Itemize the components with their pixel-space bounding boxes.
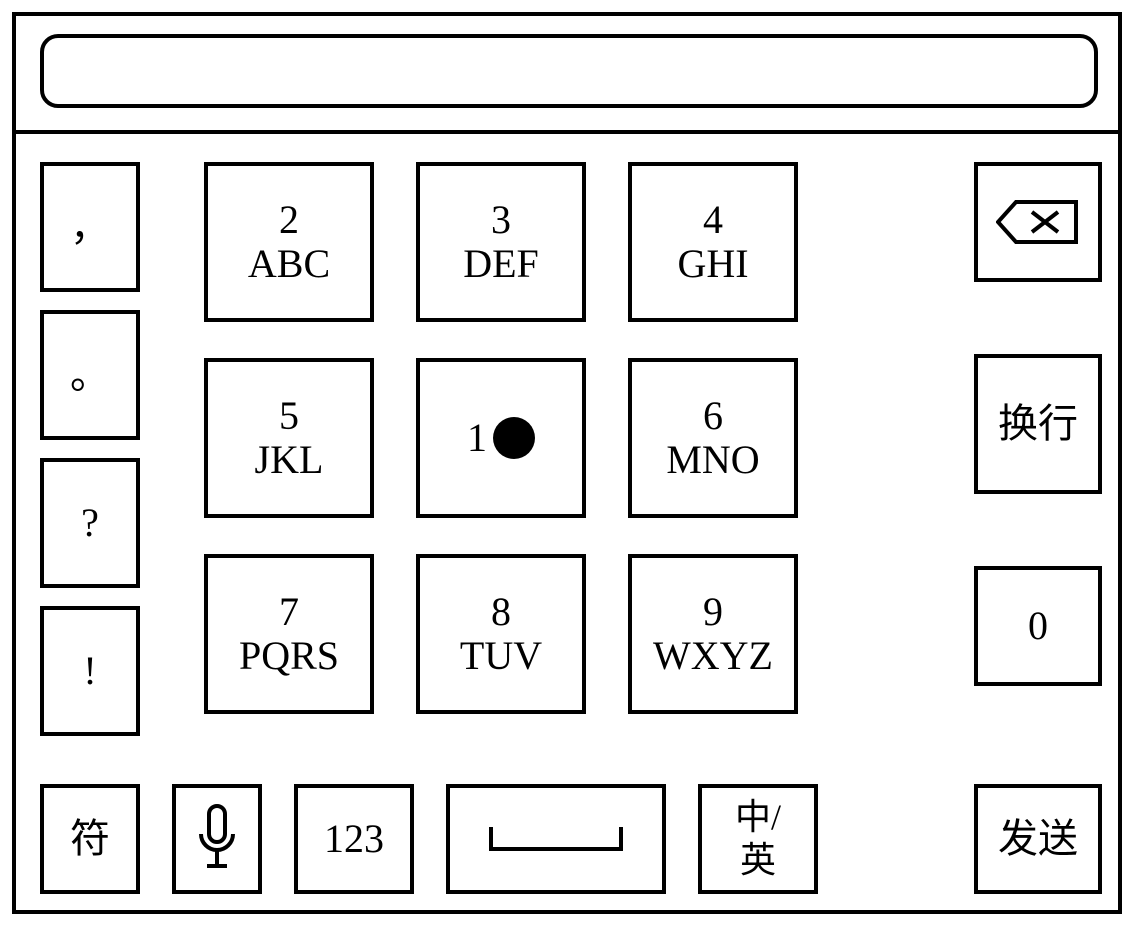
- keypad-center[interactable]: 1: [416, 358, 586, 518]
- zero-label: 0: [1028, 604, 1048, 648]
- send-key[interactable]: 发送: [974, 784, 1102, 894]
- newline-label: 换行: [998, 402, 1078, 446]
- keypad-6-num: 6: [703, 394, 723, 438]
- symbols-label: 符: [70, 817, 110, 861]
- space-key[interactable]: [446, 784, 666, 894]
- newline-key[interactable]: 换行: [974, 354, 1102, 494]
- keypad-8-num: 8: [491, 590, 511, 634]
- language-label-line1: 中/: [735, 796, 781, 839]
- backspace-icon: [996, 198, 1080, 246]
- zero-key[interactable]: 0: [974, 566, 1102, 686]
- keypad-3-num: 3: [491, 198, 511, 242]
- keypad-4[interactable]: 4 GHI: [628, 162, 798, 322]
- keypad-9-num: 9: [703, 590, 723, 634]
- language-toggle-key[interactable]: 中/ 英: [698, 784, 818, 894]
- language-label-line2: 英: [740, 839, 776, 882]
- keypad-2-letters: ABC: [248, 242, 330, 286]
- keyboard-frame: ， 。 ? ! 2 ABC 3 DEF 4 GHI 5 JKL 1 6 MNO …: [12, 12, 1122, 914]
- space-icon: [481, 819, 631, 859]
- keypad-3-letters: DEF: [463, 242, 539, 286]
- keypad-5-letters: JKL: [255, 438, 324, 482]
- section-divider: [16, 130, 1118, 134]
- center-dot-icon: [493, 417, 535, 459]
- backspace-key[interactable]: [974, 162, 1102, 282]
- keypad-6-letters: MNO: [666, 438, 759, 482]
- keypad-4-letters: GHI: [677, 242, 748, 286]
- symbols-key[interactable]: 符: [40, 784, 140, 894]
- keypad-5[interactable]: 5 JKL: [204, 358, 374, 518]
- exclaim-key[interactable]: !: [40, 606, 140, 736]
- keypad-4-num: 4: [703, 198, 723, 242]
- exclaim-label: !: [83, 649, 96, 693]
- voice-key[interactable]: [172, 784, 262, 894]
- keypad-9-letters: WXYZ: [653, 634, 773, 678]
- comma-key[interactable]: ，: [40, 162, 140, 292]
- numeric-mode-key[interactable]: 123: [294, 784, 414, 894]
- keypad-5-num: 5: [279, 394, 299, 438]
- period-label: 。: [70, 353, 110, 397]
- question-key[interactable]: ?: [40, 458, 140, 588]
- candidate-bar[interactable]: [40, 34, 1098, 108]
- keypad-center-label: 1: [467, 416, 487, 460]
- keypad-8[interactable]: 8 TUV: [416, 554, 586, 714]
- question-label: ?: [81, 501, 99, 545]
- keypad-8-letters: TUV: [460, 634, 542, 678]
- keypad-2-num: 2: [279, 198, 299, 242]
- keypad-2[interactable]: 2 ABC: [204, 162, 374, 322]
- microphone-icon: [197, 804, 237, 874]
- keypad-7-letters: PQRS: [239, 634, 339, 678]
- numeric-mode-label: 123: [324, 817, 384, 861]
- keypad-6[interactable]: 6 MNO: [628, 358, 798, 518]
- send-label: 发送: [998, 817, 1078, 861]
- comma-label: ，: [70, 205, 110, 249]
- keypad-7[interactable]: 7 PQRS: [204, 554, 374, 714]
- keypad-7-num: 7: [279, 590, 299, 634]
- keypad-3[interactable]: 3 DEF: [416, 162, 586, 322]
- keypad-9[interactable]: 9 WXYZ: [628, 554, 798, 714]
- period-key[interactable]: 。: [40, 310, 140, 440]
